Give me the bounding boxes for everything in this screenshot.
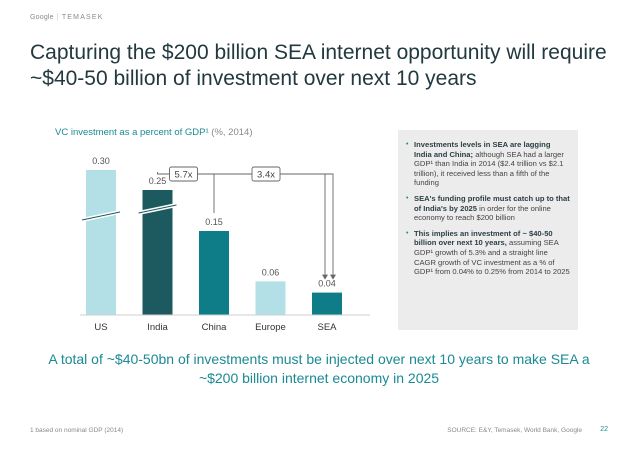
page-number: 22 xyxy=(600,426,608,433)
comparison-badge-china xyxy=(251,166,281,182)
key-point-3-text: assuming SEA GDP¹ growth of 5.3% and a s… xyxy=(414,238,570,277)
key-point-3-bold: This implies an investment of ~ $40-50 b… xyxy=(414,228,553,248)
axis-break-line-us xyxy=(81,211,121,221)
x-tick-us: US xyxy=(94,322,107,333)
data-label-us: 0.30 xyxy=(92,156,110,166)
comparison-line-india xyxy=(157,172,334,279)
bar-us xyxy=(86,170,116,315)
brand-header: Google | TEMASEK xyxy=(30,14,104,21)
bar-chart: 0.30 US 0.25 India 0.15 China 0.06 Europe 0.04 SE… xyxy=(80,156,370,333)
x-tick-europe: Europe xyxy=(255,322,286,333)
bullet-icon: • xyxy=(406,194,409,202)
bar-china xyxy=(199,231,229,315)
brand-temasek: TEMASEK xyxy=(61,14,104,21)
bullet-icon: • xyxy=(406,229,409,237)
comparison-line-china xyxy=(213,173,326,279)
key-points-panel: • Investments levels in SEA are lagging … xyxy=(398,130,578,330)
comparison-label-china: 3.4x xyxy=(257,170,275,181)
brand-separator: | xyxy=(56,14,59,21)
data-label-sea: 0.04 xyxy=(318,279,336,289)
key-takeaway: A total of ~$40-50bn of investments must… xyxy=(48,351,590,386)
comparison-arrow-india xyxy=(330,274,336,280)
key-point-1-text: although SEA had a larger GDP¹ than Indi… xyxy=(414,149,564,188)
comparison-arrow-china xyxy=(322,274,328,280)
chart-heading: VC investment as a percent of GDP¹ (%, 2… xyxy=(55,127,252,138)
x-tick-sea: SEA xyxy=(317,322,337,333)
key-point-3: • This implies an investment of ~ $40-50… xyxy=(406,229,570,277)
comparison-badge-india xyxy=(169,166,198,182)
key-point-2: • SEA's funding profile must catch up to… xyxy=(406,194,570,223)
source-note: SOURCE: E&Y, Temasek, World Bank, Google xyxy=(447,427,582,434)
footnote: 1 based on nominal GDP (2014) xyxy=(30,427,124,434)
comparison-label-india: 5.7x xyxy=(175,170,193,181)
page-title: Capturing the $200 billion SEA internet … xyxy=(30,41,607,90)
data-label-europe: 0.06 xyxy=(262,267,280,277)
x-tick-china: China xyxy=(202,322,228,333)
bar-sea xyxy=(312,292,342,315)
chart-heading-main: VC investment as a percent of GDP¹ xyxy=(55,127,209,138)
data-label-india: 0.25 xyxy=(149,176,167,186)
key-point-1: • Investments levels in SEA are lagging … xyxy=(406,140,570,188)
key-point-2-text: in order for the online economy to reach… xyxy=(414,203,551,223)
chart-heading-sub: (%, 2014) xyxy=(211,127,253,138)
data-label-china: 0.15 xyxy=(205,217,223,227)
x-tick-india: India xyxy=(147,322,168,333)
brand-google: Google xyxy=(30,14,54,21)
bullet-icon: • xyxy=(406,141,409,148)
key-point-2-bold: SEA's funding profile must catch up to t… xyxy=(414,193,570,213)
axis-break-line-india xyxy=(138,204,177,214)
bar-europe xyxy=(255,281,286,315)
key-point-1-bold: Investments levels in SEA are lagging In… xyxy=(414,140,551,159)
